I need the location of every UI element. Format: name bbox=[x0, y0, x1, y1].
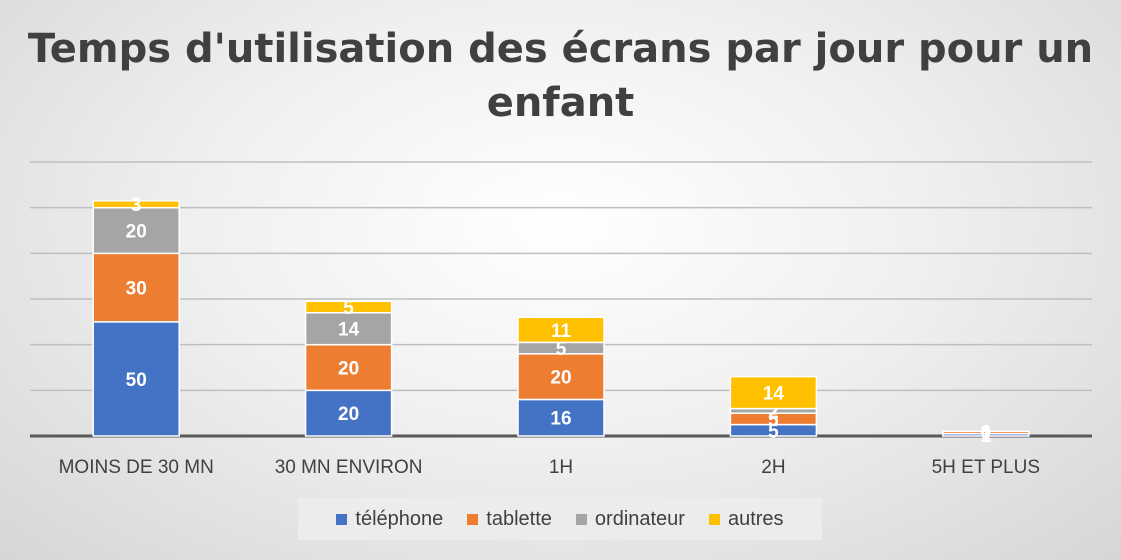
data-label: 5 bbox=[768, 410, 779, 431]
bar-segment bbox=[304, 311, 393, 346]
data-label: 20 bbox=[550, 368, 571, 389]
bar-segment bbox=[942, 430, 1030, 435]
bar-segment bbox=[517, 316, 605, 344]
x-tick-label: MOINS DE 30 MN bbox=[59, 457, 214, 478]
data-label: 2 bbox=[768, 402, 779, 423]
legend-swatch bbox=[467, 513, 479, 525]
x-tick-label: 5H ET PLUS bbox=[932, 457, 1040, 478]
data-label: 1 bbox=[981, 426, 992, 447]
bar-segment bbox=[517, 398, 605, 437]
bar-segment bbox=[729, 375, 818, 410]
data-label: 1 bbox=[981, 424, 992, 445]
bar-segment bbox=[304, 343, 393, 392]
data-label: 5 bbox=[768, 421, 779, 442]
legend-label: téléphone bbox=[355, 507, 444, 530]
chart-title: Temps d'utilisation des écrans par jour … bbox=[27, 26, 1094, 126]
data-label: 5 bbox=[556, 339, 567, 360]
legend-label: ordinateur bbox=[594, 507, 685, 530]
data-label: 20 bbox=[338, 404, 359, 425]
legend-item: ordinateur bbox=[575, 507, 685, 531]
legend-item: autres bbox=[708, 507, 784, 531]
legend-label: autres bbox=[727, 507, 784, 530]
data-label: 16 bbox=[550, 409, 571, 430]
data-label: 5 bbox=[343, 298, 354, 319]
legend-item: tablette bbox=[467, 508, 552, 531]
legend-swatch bbox=[575, 513, 587, 525]
x-tick-label: 1H bbox=[549, 457, 573, 478]
data-label: 0 bbox=[981, 422, 992, 443]
bar-segment bbox=[92, 200, 180, 209]
bar-segment bbox=[92, 321, 180, 437]
legend-swatch bbox=[336, 513, 348, 525]
data-label: 20 bbox=[338, 359, 359, 380]
data-label: 14 bbox=[338, 320, 360, 341]
data-label: 11 bbox=[551, 321, 572, 342]
legend-label: tablette bbox=[486, 507, 552, 530]
data-label: 0 bbox=[981, 422, 992, 443]
data-label: 3 bbox=[131, 195, 142, 216]
x-tick-label: 30 MN ENVIRON bbox=[275, 457, 423, 478]
chart-legend: téléphone tablette ordinateur autres bbox=[298, 498, 822, 540]
bar-segment bbox=[92, 252, 180, 323]
data-label: 20 bbox=[126, 222, 147, 243]
legend-item: téléphone bbox=[336, 508, 443, 531]
bar-segment bbox=[92, 206, 180, 255]
data-label: 14 bbox=[763, 384, 785, 405]
x-tick-label: 2H bbox=[761, 457, 785, 478]
data-label: 50 bbox=[126, 370, 147, 391]
bar-segment bbox=[304, 300, 393, 314]
data-label: 30 bbox=[126, 279, 147, 300]
bar-segment bbox=[304, 389, 393, 437]
legend-swatch bbox=[708, 513, 720, 525]
